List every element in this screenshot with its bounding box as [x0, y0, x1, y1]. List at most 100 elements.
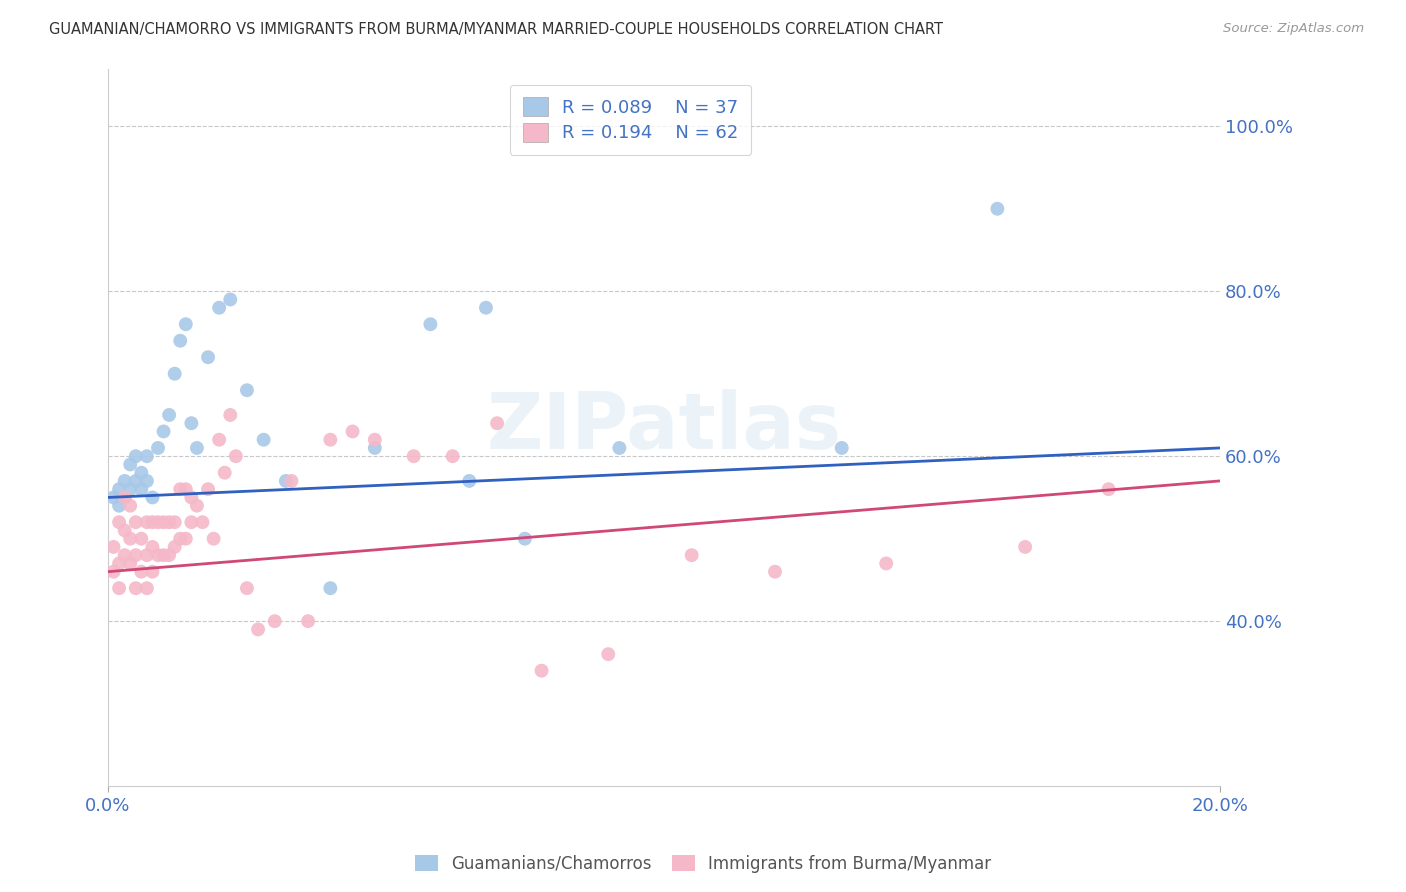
- Point: [225, 449, 247, 463]
- Point: [875, 557, 897, 571]
- Point: [247, 623, 270, 637]
- Point: [103, 491, 125, 505]
- Text: GUAMANIAN/CHAMORRO VS IMMIGRANTS FROM BURMA/MYANMAR MARRIED-COUPLE HOUSEHOLDS CO: GUAMANIAN/CHAMORRO VS IMMIGRANTS FROM BU…: [49, 22, 943, 37]
- Point: [120, 557, 142, 571]
- Point: [236, 383, 259, 397]
- Point: [108, 581, 131, 595]
- Point: [458, 474, 481, 488]
- Point: [180, 416, 202, 430]
- Point: [486, 416, 509, 430]
- Point: [342, 425, 364, 439]
- Point: [157, 515, 180, 529]
- Point: [114, 548, 136, 562]
- Point: [169, 532, 191, 546]
- Point: [114, 524, 136, 538]
- Point: [364, 441, 387, 455]
- Point: [103, 565, 125, 579]
- Point: [120, 532, 142, 546]
- Point: [152, 425, 174, 439]
- Point: [831, 441, 853, 455]
- Point: [125, 449, 148, 463]
- Point: [146, 441, 169, 455]
- Text: ZIPatlas: ZIPatlas: [486, 389, 841, 466]
- Legend: Guamanians/Chamorros, Immigrants from Burma/Myanmar: Guamanians/Chamorros, Immigrants from Bu…: [408, 848, 998, 880]
- Point: [598, 647, 620, 661]
- Point: [131, 466, 153, 480]
- Point: [163, 367, 186, 381]
- Point: [135, 548, 157, 562]
- Point: [108, 482, 131, 496]
- Point: [219, 408, 242, 422]
- Point: [763, 565, 786, 579]
- Point: [131, 482, 153, 496]
- Point: [152, 548, 174, 562]
- Point: [236, 581, 259, 595]
- Point: [120, 499, 142, 513]
- Point: [152, 515, 174, 529]
- Point: [297, 614, 319, 628]
- Point: [986, 202, 1008, 216]
- Point: [146, 548, 169, 562]
- Point: [120, 458, 142, 472]
- Point: [202, 532, 225, 546]
- Point: [174, 317, 197, 331]
- Point: [108, 499, 131, 513]
- Point: [131, 532, 153, 546]
- Point: [186, 441, 208, 455]
- Point: [609, 441, 631, 455]
- Point: [125, 474, 148, 488]
- Point: [419, 317, 441, 331]
- Point: [441, 449, 464, 463]
- Point: [319, 433, 342, 447]
- Point: [475, 301, 498, 315]
- Point: [157, 548, 180, 562]
- Point: [125, 581, 148, 595]
- Point: [253, 433, 276, 447]
- Point: [103, 540, 125, 554]
- Point: [114, 474, 136, 488]
- Point: [274, 474, 297, 488]
- Point: [263, 614, 285, 628]
- Point: [135, 581, 157, 595]
- Point: [141, 515, 163, 529]
- Point: [530, 664, 553, 678]
- Point: [108, 557, 131, 571]
- Point: [163, 515, 186, 529]
- Point: [1014, 540, 1036, 554]
- Legend: R = 0.089    N = 37, R = 0.194    N = 62: R = 0.089 N = 37, R = 0.194 N = 62: [510, 85, 751, 155]
- Point: [135, 449, 157, 463]
- Point: [125, 515, 148, 529]
- Point: [319, 581, 342, 595]
- Point: [197, 350, 219, 364]
- Point: [157, 408, 180, 422]
- Point: [180, 515, 202, 529]
- Point: [131, 565, 153, 579]
- Point: [169, 482, 191, 496]
- Text: Source: ZipAtlas.com: Source: ZipAtlas.com: [1223, 22, 1364, 36]
- Point: [208, 433, 231, 447]
- Point: [186, 499, 208, 513]
- Point: [163, 540, 186, 554]
- Point: [174, 482, 197, 496]
- Point: [681, 548, 703, 562]
- Point: [114, 491, 136, 505]
- Point: [180, 491, 202, 505]
- Point: [135, 515, 157, 529]
- Point: [513, 532, 536, 546]
- Point: [219, 293, 242, 307]
- Point: [108, 515, 131, 529]
- Point: [114, 491, 136, 505]
- Point: [402, 449, 425, 463]
- Point: [120, 482, 142, 496]
- Point: [141, 540, 163, 554]
- Point: [174, 532, 197, 546]
- Point: [125, 548, 148, 562]
- Point: [364, 433, 387, 447]
- Point: [214, 466, 236, 480]
- Point: [141, 491, 163, 505]
- Point: [135, 474, 157, 488]
- Point: [191, 515, 214, 529]
- Point: [146, 515, 169, 529]
- Point: [1097, 482, 1119, 496]
- Point: [141, 565, 163, 579]
